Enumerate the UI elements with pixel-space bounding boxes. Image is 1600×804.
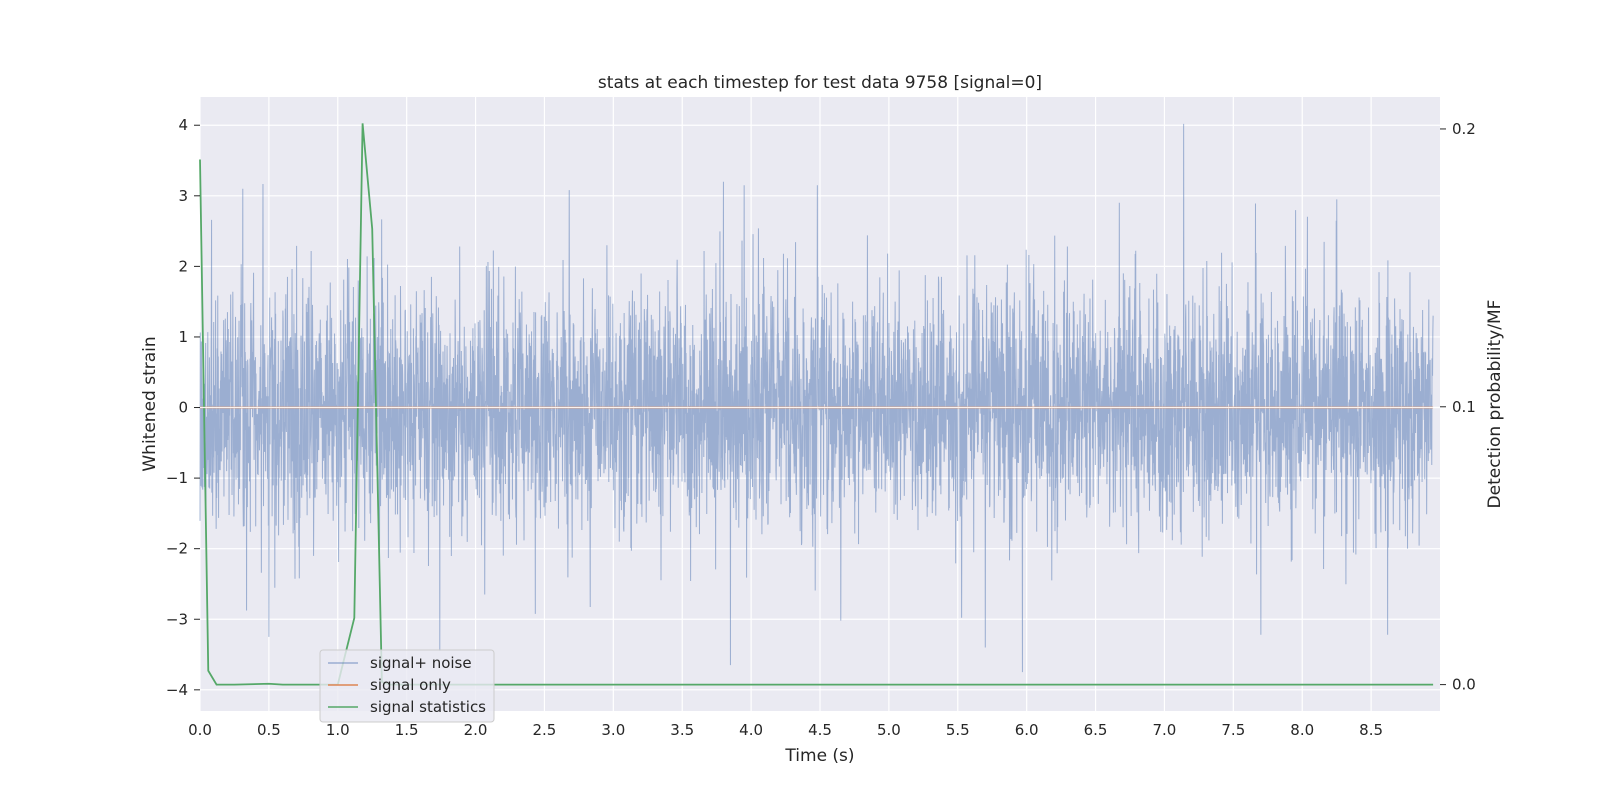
- x-tick-label: 7.5: [1221, 721, 1245, 739]
- y-right-tick-label: 0.0: [1452, 676, 1476, 694]
- x-axis-label: Time (s): [784, 746, 854, 766]
- y-axis-label: Whitened strain: [140, 336, 160, 471]
- x-tick-label: 8.0: [1290, 721, 1314, 739]
- x-tick-label: 3.5: [670, 721, 694, 739]
- y-tick-label: −1: [166, 469, 188, 487]
- x-tick-label: 7.0: [1153, 721, 1177, 739]
- x-tick-label: 5.0: [877, 721, 901, 739]
- y-tick-label: −3: [166, 610, 188, 628]
- x-tick-label: 1.0: [326, 721, 350, 739]
- x-tick-label: 4.0: [739, 721, 763, 739]
- x-tick-label: 1.5: [395, 721, 419, 739]
- y-tick-label: 1: [178, 328, 188, 346]
- y-tick-label: 3: [178, 187, 188, 205]
- legend-label-signal-only: signal only: [370, 676, 451, 694]
- y-right-tick-label: 0.1: [1452, 398, 1476, 416]
- y-tick-label: −4: [166, 681, 188, 699]
- x-tick-label: 6.5: [1084, 721, 1108, 739]
- x-tick-label: 2.0: [464, 721, 488, 739]
- x-tick-label: 0.5: [257, 721, 281, 739]
- x-axis-ticks: 0.0 0.5 1.0 1.5 2.0 2.5 3.0 3.5 4.0 4.5 5.0 5.5 6.0 6…: [188, 721, 1383, 739]
- axes-text: stats at each timestep for test data 975…: [140, 73, 1505, 766]
- y-axis-ticks: 4 3 2 1 0 −1 −2 −3 −4: [166, 116, 200, 699]
- x-tick-label: 2.5: [533, 721, 557, 739]
- series-line-signal-noise: [199, 123, 1434, 673]
- legend-label-signal-noise: signal+ noise: [370, 654, 472, 672]
- x-tick-label: 0.0: [188, 721, 212, 739]
- legend-frame: [319, 649, 495, 723]
- x-tick-label: 6.0: [1015, 721, 1039, 739]
- legend: signal+ noise signal only signal statist…: [319, 649, 495, 723]
- y-right-tick-label: 0.2: [1452, 120, 1476, 138]
- legend-label-signal-statistics: signal statistics: [370, 698, 486, 716]
- y-axis-right-label: Detection probability/MF: [1485, 300, 1505, 509]
- x-tick-label: 4.5: [808, 721, 832, 739]
- chart-title: stats at each timestep for test data 975…: [598, 73, 1042, 93]
- x-tick-label: 3.0: [601, 721, 625, 739]
- y-tick-label: 0: [178, 399, 188, 417]
- x-tick-label: 8.5: [1359, 721, 1383, 739]
- y-tick-label: 4: [178, 116, 188, 134]
- y-tick-label: 2: [178, 257, 188, 275]
- plot-area: [199, 97, 1440, 711]
- y-axis-right-ticks: 0.2 0.1 0.0: [1440, 120, 1476, 694]
- x-tick-label: 5.5: [946, 721, 970, 739]
- y-tick-label: −2: [166, 540, 188, 558]
